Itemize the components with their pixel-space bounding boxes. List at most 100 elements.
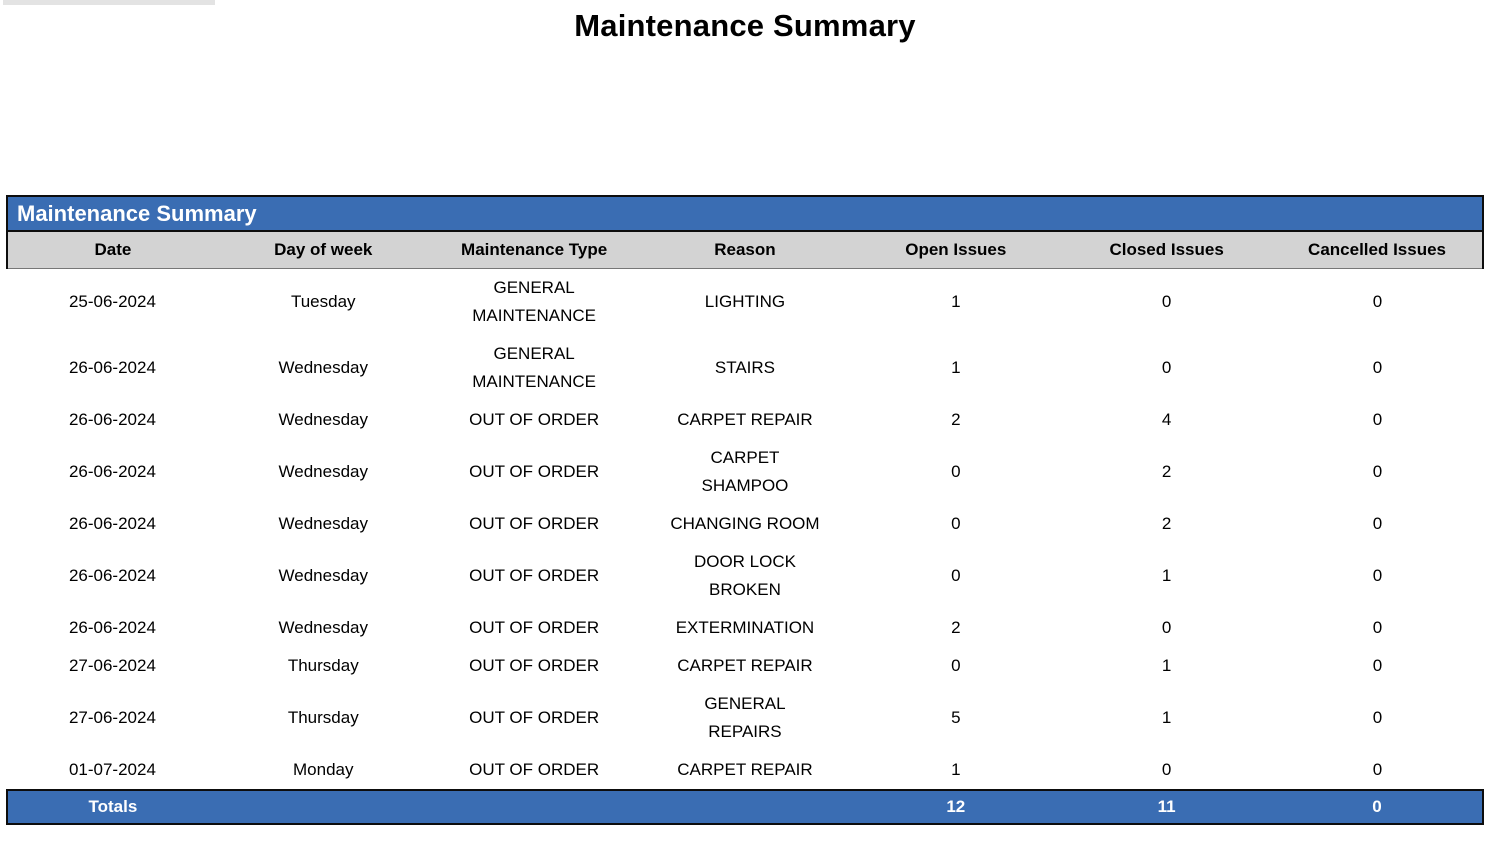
- cell-closed: 2: [1161, 514, 1172, 533]
- cell-cancelled: 0: [1372, 462, 1383, 481]
- cell-closed: 0: [1161, 358, 1172, 377]
- table-row: 25-06-2024 Tuesday GENERAL MAINTENANCE LIGH…: [7, 269, 1483, 336]
- cell-closed: 0: [1161, 618, 1172, 637]
- table-row: 26-06-2024 Wednesday GENERAL MAINTENANCE ST…: [7, 335, 1483, 401]
- cell-closed: 4: [1161, 410, 1172, 429]
- totals-closed-issues: 11: [1061, 789, 1273, 825]
- cell-day: Wednesday: [278, 618, 368, 637]
- column-header-maintenance-type: Maintenance Type: [428, 232, 640, 269]
- cell-date: 26-06-2024: [68, 514, 156, 533]
- cell-closed: 2: [1161, 462, 1172, 481]
- cell-open: 2: [951, 410, 961, 429]
- totals-row: Totals 12 11 0: [6, 789, 1484, 825]
- table-row: 26-06-2024 Wednesday OUT OF ORDER CARPET SH…: [7, 439, 1483, 505]
- cell-type: GENERAL MAINTENANCE: [472, 344, 596, 391]
- cell-type: OUT OF ORDER: [469, 760, 600, 779]
- totals-empty-reason: [639, 789, 851, 825]
- cell-open: 0: [951, 514, 961, 533]
- cell-cancelled: 0: [1372, 410, 1383, 429]
- cell-open: 2: [951, 618, 961, 637]
- table-footer: Totals 12 11 0: [6, 789, 1484, 825]
- column-header-cancelled-issues: Cancelled Issues: [1272, 232, 1484, 269]
- cell-reason: DOOR LOCK BROKEN: [693, 552, 796, 599]
- maintenance-summary-table: Maintenance Summary Date Day of week Maint…: [6, 195, 1484, 825]
- table-row: 26-06-2024 Wednesday OUT OF ORDER CARPET RE…: [7, 401, 1483, 439]
- cell-cancelled: 0: [1372, 618, 1383, 637]
- cell-day: Wednesday: [278, 462, 368, 481]
- cell-open: 1: [951, 760, 961, 779]
- cell-closed: 1: [1161, 708, 1172, 727]
- column-header-closed-issues: Closed Issues: [1061, 232, 1273, 269]
- cell-date: 26-06-2024: [68, 462, 156, 481]
- column-header-open-issues: Open Issues: [850, 232, 1062, 269]
- totals-open-issues: 12: [850, 789, 1062, 825]
- cell-type: OUT OF ORDER: [469, 656, 600, 675]
- cell-open: 1: [951, 358, 961, 377]
- column-header-date: Date: [6, 232, 218, 269]
- table-body: 25-06-2024 Tuesday GENERAL MAINTENANCE LIGH…: [7, 269, 1483, 791]
- cell-type: OUT OF ORDER: [469, 462, 600, 481]
- cell-reason: CARPET REPAIR: [677, 410, 813, 429]
- cell-reason: CARPET REPAIR: [677, 760, 813, 779]
- table-row: 01-07-2024 Monday OUT OF ORDER CARPET REPAI…: [7, 751, 1483, 790]
- cell-reason: EXTERMINATION: [675, 618, 815, 637]
- cell-reason: GENERAL REPAIRS: [704, 694, 786, 741]
- cell-date: 01-07-2024: [68, 760, 156, 779]
- cell-open: 5: [951, 708, 961, 727]
- cell-open: 0: [951, 462, 961, 481]
- top-edge-strip: [3, 0, 215, 5]
- cell-day: Wednesday: [278, 566, 368, 585]
- cell-type: OUT OF ORDER: [469, 566, 600, 585]
- cell-date: 25-06-2024: [68, 292, 156, 311]
- cell-day: Tuesday: [290, 292, 356, 311]
- cell-cancelled: 0: [1372, 514, 1383, 533]
- cell-type: OUT OF ORDER: [469, 618, 600, 637]
- cell-type: OUT OF ORDER: [469, 514, 600, 533]
- cell-closed: 1: [1161, 656, 1172, 675]
- cell-day: Monday: [293, 760, 354, 779]
- cell-day: Thursday: [287, 708, 359, 727]
- cell-type: OUT OF ORDER: [469, 410, 600, 429]
- cell-date: 26-06-2024: [68, 618, 156, 637]
- table-header: Date Day of week Maintenance Type Reason Ope…: [6, 232, 1484, 269]
- cell-day: Wednesday: [278, 358, 368, 377]
- cell-cancelled: 0: [1372, 358, 1383, 377]
- table-row: 27-06-2024 Thursday OUT OF ORDER CARPET REP…: [7, 647, 1483, 685]
- column-header-reason: Reason: [639, 232, 851, 269]
- table-row: 27-06-2024 Thursday OUT OF ORDER GENERAL RE…: [7, 685, 1483, 751]
- totals-cancelled-issues: 0: [1272, 789, 1484, 825]
- cell-type: GENERAL MAINTENANCE: [472, 278, 596, 325]
- column-header-day-of-week: Day of week: [217, 232, 429, 269]
- cell-date: 26-06-2024: [68, 358, 156, 377]
- cell-cancelled: 0: [1372, 292, 1383, 311]
- cell-reason: CARPET SHAMPOO: [701, 448, 789, 495]
- cell-date: 26-06-2024: [68, 566, 156, 585]
- cell-reason: CHANGING ROOM: [670, 514, 820, 533]
- table-row: 26-06-2024 Wednesday OUT OF ORDER CHANGING …: [7, 505, 1483, 543]
- table-row: 26-06-2024 Wednesday OUT OF ORDER DOOR LOCK…: [7, 543, 1483, 609]
- cell-open: 0: [951, 656, 961, 675]
- cell-reason: LIGHTING: [704, 292, 786, 311]
- cell-closed: 1: [1161, 566, 1172, 585]
- summary-table: Date Day of week Maintenance Type Reason Ope…: [6, 232, 1484, 825]
- cell-date: 27-06-2024: [68, 708, 156, 727]
- table-row: 26-06-2024 Wednesday OUT OF ORDER EXTERMINA…: [7, 609, 1483, 647]
- cell-cancelled: 0: [1372, 566, 1383, 585]
- page-title: Maintenance Summary: [574, 8, 916, 43]
- cell-cancelled: 0: [1372, 760, 1383, 779]
- cell-open: 0: [951, 566, 961, 585]
- totals-label: Totals: [6, 789, 218, 825]
- cell-day: Wednesday: [278, 514, 368, 533]
- cell-reason: CARPET REPAIR: [677, 656, 813, 675]
- totals-empty-type: [428, 789, 640, 825]
- cell-date: 27-06-2024: [68, 656, 156, 675]
- totals-empty-day: [217, 789, 429, 825]
- cell-closed: 0: [1161, 760, 1172, 779]
- cell-cancelled: 0: [1372, 708, 1383, 727]
- cell-type: OUT OF ORDER: [469, 708, 600, 727]
- cell-closed: 0: [1161, 292, 1172, 311]
- cell-reason: STAIRS: [714, 358, 776, 377]
- cell-open: 1: [951, 292, 961, 311]
- header-row: Date Day of week Maintenance Type Reason Ope…: [6, 232, 1484, 269]
- cell-date: 26-06-2024: [68, 410, 156, 429]
